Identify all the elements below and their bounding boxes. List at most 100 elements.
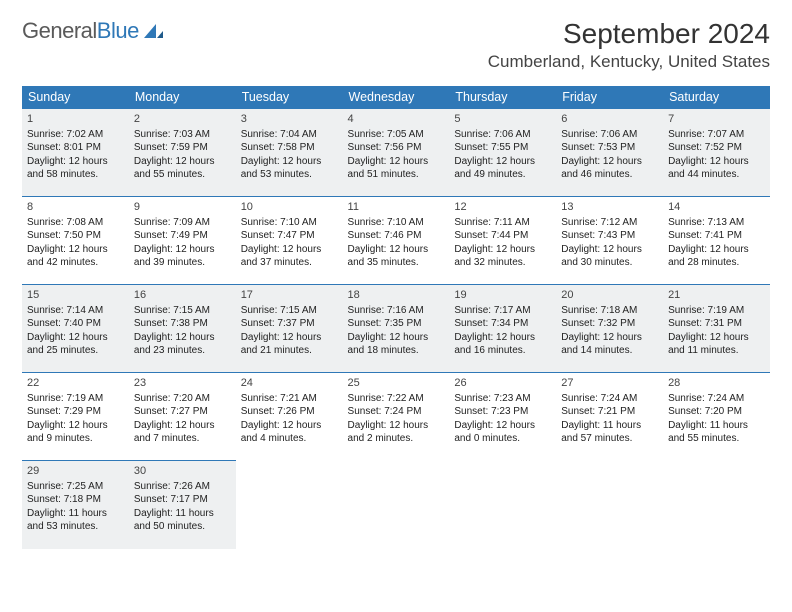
calendar-day-cell	[343, 461, 450, 549]
calendar-day-cell: 25Sunrise: 7:22 AMSunset: 7:24 PMDayligh…	[343, 373, 450, 461]
sunset-line: Sunset: 7:41 PM	[668, 229, 765, 243]
sunrise-line: Sunrise: 7:10 AM	[348, 216, 445, 230]
sunrise-line: Sunrise: 7:12 AM	[561, 216, 658, 230]
day-number: 29	[27, 464, 124, 479]
sunrise-line: Sunrise: 7:02 AM	[27, 128, 124, 142]
sunset-line: Sunset: 7:58 PM	[241, 141, 338, 155]
calendar-day-cell	[449, 461, 556, 549]
month-title: September 2024	[488, 18, 770, 50]
sunset-line: Sunset: 7:31 PM	[668, 317, 765, 331]
calendar-day-cell: 1Sunrise: 7:02 AMSunset: 8:01 PMDaylight…	[22, 109, 129, 197]
sunset-line: Sunset: 7:55 PM	[454, 141, 551, 155]
daylight-line: Daylight: 11 hours and 50 minutes.	[134, 507, 231, 534]
day-number: 28	[668, 376, 765, 391]
daylight-line: Daylight: 12 hours and 53 minutes.	[241, 155, 338, 182]
sunset-line: Sunset: 7:44 PM	[454, 229, 551, 243]
sunrise-line: Sunrise: 7:19 AM	[668, 304, 765, 318]
calendar-day-cell: 24Sunrise: 7:21 AMSunset: 7:26 PMDayligh…	[236, 373, 343, 461]
calendar-day-cell: 20Sunrise: 7:18 AMSunset: 7:32 PMDayligh…	[556, 285, 663, 373]
day-number: 13	[561, 200, 658, 215]
calendar-week-row: 8Sunrise: 7:08 AMSunset: 7:50 PMDaylight…	[22, 197, 770, 285]
daylight-line: Daylight: 11 hours and 57 minutes.	[561, 419, 658, 446]
calendar-day-cell: 15Sunrise: 7:14 AMSunset: 7:40 PMDayligh…	[22, 285, 129, 373]
daylight-line: Daylight: 12 hours and 7 minutes.	[134, 419, 231, 446]
day-header: Wednesday	[343, 86, 450, 109]
daylight-line: Daylight: 12 hours and 49 minutes.	[454, 155, 551, 182]
day-number: 6	[561, 112, 658, 127]
day-number: 25	[348, 376, 445, 391]
sunset-line: Sunset: 7:38 PM	[134, 317, 231, 331]
sunset-line: Sunset: 7:47 PM	[241, 229, 338, 243]
calendar-day-cell: 27Sunrise: 7:24 AMSunset: 7:21 PMDayligh…	[556, 373, 663, 461]
sunrise-line: Sunrise: 7:23 AM	[454, 392, 551, 406]
day-header: Tuesday	[236, 86, 343, 109]
daylight-line: Daylight: 12 hours and 18 minutes.	[348, 331, 445, 358]
day-number: 15	[27, 288, 124, 303]
sunrise-line: Sunrise: 7:25 AM	[27, 480, 124, 494]
calendar-day-cell: 18Sunrise: 7:16 AMSunset: 7:35 PMDayligh…	[343, 285, 450, 373]
location: Cumberland, Kentucky, United States	[488, 52, 770, 72]
sunset-line: Sunset: 7:52 PM	[668, 141, 765, 155]
day-number: 3	[241, 112, 338, 127]
sunrise-line: Sunrise: 7:24 AM	[668, 392, 765, 406]
sunrise-line: Sunrise: 7:15 AM	[241, 304, 338, 318]
daylight-line: Daylight: 12 hours and 11 minutes.	[668, 331, 765, 358]
sunrise-line: Sunrise: 7:04 AM	[241, 128, 338, 142]
calendar-day-cell: 3Sunrise: 7:04 AMSunset: 7:58 PMDaylight…	[236, 109, 343, 197]
brand-logo: GeneralBlue	[22, 18, 164, 44]
daylight-line: Daylight: 12 hours and 16 minutes.	[454, 331, 551, 358]
sunrise-line: Sunrise: 7:06 AM	[454, 128, 551, 142]
sunset-line: Sunset: 7:32 PM	[561, 317, 658, 331]
day-number: 27	[561, 376, 658, 391]
calendar-day-cell: 10Sunrise: 7:10 AMSunset: 7:47 PMDayligh…	[236, 197, 343, 285]
sunset-line: Sunset: 7:20 PM	[668, 405, 765, 419]
sunset-line: Sunset: 7:29 PM	[27, 405, 124, 419]
daylight-line: Daylight: 12 hours and 46 minutes.	[561, 155, 658, 182]
daylight-line: Daylight: 12 hours and 39 minutes.	[134, 243, 231, 270]
calendar-day-cell: 16Sunrise: 7:15 AMSunset: 7:38 PMDayligh…	[129, 285, 236, 373]
daylight-line: Daylight: 12 hours and 14 minutes.	[561, 331, 658, 358]
daylight-line: Daylight: 12 hours and 9 minutes.	[27, 419, 124, 446]
day-number: 23	[134, 376, 231, 391]
calendar-day-cell: 14Sunrise: 7:13 AMSunset: 7:41 PMDayligh…	[663, 197, 770, 285]
day-number: 26	[454, 376, 551, 391]
daylight-line: Daylight: 12 hours and 21 minutes.	[241, 331, 338, 358]
daylight-line: Daylight: 12 hours and 28 minutes.	[668, 243, 765, 270]
day-number: 22	[27, 376, 124, 391]
day-number: 2	[134, 112, 231, 127]
brand-text-1: General	[22, 18, 97, 44]
calendar-day-cell: 13Sunrise: 7:12 AMSunset: 7:43 PMDayligh…	[556, 197, 663, 285]
day-number: 20	[561, 288, 658, 303]
day-number: 16	[134, 288, 231, 303]
calendar-day-cell: 8Sunrise: 7:08 AMSunset: 7:50 PMDaylight…	[22, 197, 129, 285]
daylight-line: Daylight: 12 hours and 42 minutes.	[27, 243, 124, 270]
sunrise-line: Sunrise: 7:11 AM	[454, 216, 551, 230]
sunset-line: Sunset: 7:37 PM	[241, 317, 338, 331]
day-number: 10	[241, 200, 338, 215]
sunrise-line: Sunrise: 7:03 AM	[134, 128, 231, 142]
sunrise-line: Sunrise: 7:14 AM	[27, 304, 124, 318]
sunset-line: Sunset: 7:40 PM	[27, 317, 124, 331]
calendar-week-row: 15Sunrise: 7:14 AMSunset: 7:40 PM Dayligh…	[22, 285, 770, 373]
calendar-day-cell: 5Sunrise: 7:06 AMSunset: 7:55 PMDaylight…	[449, 109, 556, 197]
daylight-line: Daylight: 12 hours and 37 minutes.	[241, 243, 338, 270]
day-number: 11	[348, 200, 445, 215]
calendar-table: SundayMondayTuesdayWednesdayThursdayFrid…	[22, 86, 770, 549]
daylight-line: Daylight: 11 hours and 53 minutes.	[27, 507, 124, 534]
sunrise-line: Sunrise: 7:05 AM	[348, 128, 445, 142]
day-header: Monday	[129, 86, 236, 109]
sunset-line: Sunset: 7:21 PM	[561, 405, 658, 419]
day-number: 18	[348, 288, 445, 303]
daylight-line: Daylight: 12 hours and 30 minutes.	[561, 243, 658, 270]
day-header: Saturday	[663, 86, 770, 109]
sunrise-line: Sunrise: 7:21 AM	[241, 392, 338, 406]
daylight-line: Daylight: 12 hours and 35 minutes.	[348, 243, 445, 270]
daylight-line: Daylight: 12 hours and 23 minutes.	[134, 331, 231, 358]
sunset-line: Sunset: 7:46 PM	[348, 229, 445, 243]
daylight-line: Daylight: 12 hours and 0 minutes.	[454, 419, 551, 446]
calendar-day-cell: 7Sunrise: 7:07 AMSunset: 7:52 PMDaylight…	[663, 109, 770, 197]
day-number: 21	[668, 288, 765, 303]
sunrise-line: Sunrise: 7:10 AM	[241, 216, 338, 230]
calendar-week-row: 1Sunrise: 7:02 AMSunset: 8:01 PMDaylight…	[22, 109, 770, 197]
sunrise-line: Sunrise: 7:07 AM	[668, 128, 765, 142]
